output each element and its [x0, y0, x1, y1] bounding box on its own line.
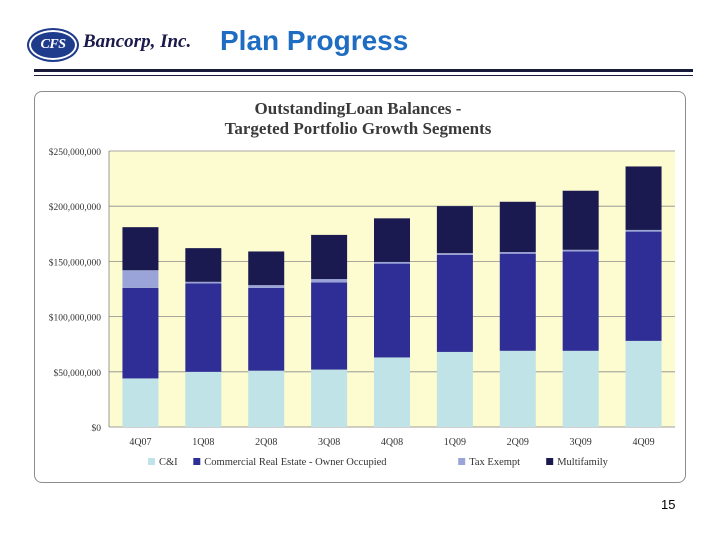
- bar-segment: [248, 370, 285, 427]
- bar-segment: [499, 252, 536, 254]
- legend-label: C&I: [159, 457, 178, 468]
- chart-frame: OutstandingLoan Balances - Targeted Port…: [34, 91, 686, 483]
- legend-label: Tax Exempt: [469, 457, 520, 468]
- bar-segment: [499, 253, 536, 351]
- y-tick-label: $200,000,000: [49, 202, 102, 213]
- legend-swatch: [546, 458, 554, 465]
- bar-segment: [122, 378, 159, 427]
- bar-segment: [374, 261, 410, 264]
- legend-swatch: [148, 458, 155, 465]
- header-rule-thick: [34, 69, 693, 72]
- bar-segment: [374, 218, 410, 262]
- y-tick-label: $150,000,000: [49, 257, 102, 268]
- x-tick-label: 3Q08: [318, 437, 340, 448]
- bar-segment: [625, 229, 662, 232]
- bar-segment: [185, 283, 222, 372]
- bar-segment: [499, 350, 536, 427]
- bar-segment: [562, 350, 599, 427]
- bar-segment: [122, 270, 159, 288]
- x-tick-label: 3Q09: [570, 437, 592, 448]
- chart-subtitle: Targeted Portfolio Growth Segments: [225, 119, 492, 138]
- x-tick-label: 4Q08: [381, 437, 403, 448]
- legend-swatch: [458, 458, 466, 465]
- bar-segment: [562, 251, 599, 351]
- bar-segment: [311, 279, 348, 283]
- x-tick-label: 2Q09: [507, 437, 529, 448]
- bar-segment: [499, 201, 536, 253]
- company-name: Bancorp, Inc.: [83, 31, 192, 52]
- y-tick-label: $250,000,000: [49, 147, 102, 158]
- bar-segment: [436, 254, 473, 352]
- x-tick-label: 4Q09: [632, 437, 654, 448]
- bar-segment: [436, 253, 473, 255]
- y-tick-label: $50,000,000: [54, 368, 102, 379]
- page-number: 15: [661, 497, 676, 512]
- bar-segment: [122, 287, 159, 379]
- x-tick-label: 4Q07: [129, 437, 151, 448]
- company-logo-badge: CFS: [27, 28, 79, 62]
- bar-segment: [185, 371, 222, 427]
- slide-header: CFS Bancorp, Inc. Plan Progress: [0, 0, 720, 80]
- bar-segment: [374, 263, 410, 358]
- bar-segment: [122, 227, 159, 271]
- bar-segment: [436, 351, 473, 427]
- bar-segment: [625, 340, 662, 427]
- bar-segment: [185, 281, 222, 284]
- x-tick-label: 2Q08: [255, 437, 277, 448]
- logo-badge-text: CFS: [40, 37, 66, 52]
- x-tick-label: 1Q09: [444, 437, 466, 448]
- bar-segment: [248, 285, 285, 288]
- bar-segment: [248, 251, 285, 286]
- y-tick-label: $100,000,000: [49, 313, 102, 324]
- bar-segment: [185, 248, 222, 282]
- bar-segment: [374, 357, 410, 427]
- stacked-bar-chart: OutstandingLoan Balances - Targeted Port…: [49, 99, 675, 468]
- legend-swatch: [193, 458, 201, 465]
- chart-title: OutstandingLoan Balances -: [255, 99, 462, 118]
- bar-segment: [311, 282, 348, 370]
- slide-title: Plan Progress: [220, 25, 409, 56]
- chart-legend: C&I Commercial Real Estate - Owner Occupi…: [148, 457, 609, 468]
- bar-segment: [562, 249, 599, 252]
- legend-label: Commercial Real Estate - Owner Occupied: [204, 457, 387, 468]
- x-tick-label: 1Q08: [192, 437, 214, 448]
- bar-segment: [436, 206, 473, 254]
- plot-area: $0 $50,000,000 $100,000,000 $150,000,000 $20…: [49, 147, 675, 448]
- bar-segment: [625, 231, 662, 341]
- bar-segment: [311, 369, 348, 427]
- bar-segment: [248, 287, 285, 371]
- y-tick-label: $0: [92, 423, 102, 434]
- legend-label: Multifamily: [557, 457, 608, 468]
- bar-segment: [311, 234, 348, 280]
- header-rule-thin: [34, 75, 693, 76]
- bar-segment: [625, 166, 662, 230]
- bar-segment: [562, 190, 599, 250]
